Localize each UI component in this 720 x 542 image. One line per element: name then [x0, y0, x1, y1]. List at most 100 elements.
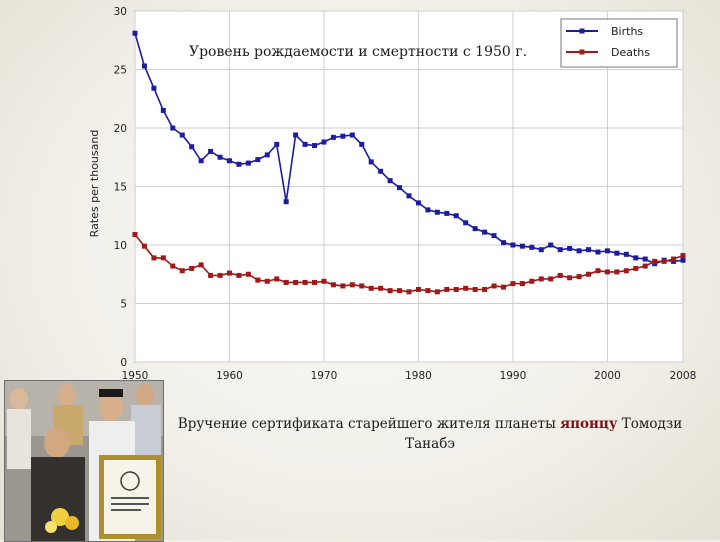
data-point-births — [293, 132, 299, 138]
data-point-births — [614, 250, 620, 256]
data-point-deaths — [604, 269, 610, 275]
data-point-deaths — [141, 243, 147, 249]
legend-box — [560, 18, 678, 68]
data-point-births — [179, 132, 185, 138]
data-point-births — [548, 242, 554, 248]
data-point-deaths — [349, 282, 355, 288]
data-point-births — [312, 143, 318, 149]
y-tick-label: 30 — [114, 6, 127, 18]
data-point-deaths — [302, 279, 308, 285]
data-point-births — [302, 141, 308, 147]
data-point-births — [132, 30, 138, 36]
data-point-births — [406, 193, 412, 199]
data-point-births — [198, 158, 204, 164]
data-point-births — [642, 256, 648, 262]
data-point-births — [529, 244, 535, 250]
data-point-deaths — [151, 255, 157, 261]
data-point-deaths — [312, 279, 318, 285]
data-point-births — [217, 154, 223, 160]
data-point-births — [680, 257, 686, 263]
data-point-deaths — [633, 265, 639, 271]
caption-text: Вручение сертификата старейшего жителя п… — [177, 416, 561, 432]
data-point-deaths — [226, 270, 232, 276]
data-point-births — [415, 200, 421, 206]
data-point-deaths — [510, 281, 516, 287]
data-point-deaths — [283, 279, 289, 285]
data-point-deaths — [661, 258, 667, 264]
data-point-deaths — [330, 282, 336, 288]
data-point-deaths — [434, 289, 440, 295]
data-point-deaths — [132, 231, 138, 237]
chart-grid — [134, 10, 684, 363]
data-point-deaths — [567, 275, 573, 281]
data-point-deaths — [293, 279, 299, 285]
chart-ticks: 0 5 10 15 20 25 30 1950 1960 1970 1980 1990 2000 2008 — [114, 6, 697, 382]
data-point-deaths — [586, 271, 592, 277]
data-point-deaths — [378, 285, 384, 291]
data-point-deaths — [425, 288, 431, 294]
data-point-births — [444, 210, 450, 216]
data-point-births — [349, 132, 355, 138]
data-point-births — [226, 158, 232, 164]
data-point-deaths — [179, 268, 185, 274]
data-point-deaths — [482, 286, 488, 292]
data-point-births — [482, 229, 488, 235]
data-point-births — [378, 168, 384, 174]
data-point-deaths — [576, 274, 582, 280]
data-point-births — [586, 247, 592, 253]
y-tick-label: 10 — [114, 240, 127, 252]
data-point-deaths — [519, 281, 525, 287]
y-tick-label: 15 — [114, 182, 127, 194]
data-point-deaths — [680, 253, 686, 259]
data-point-deaths — [529, 278, 535, 284]
data-point-births — [255, 157, 261, 163]
data-point-deaths — [189, 265, 195, 271]
data-point-births — [463, 220, 469, 226]
x-tick-label: 2008 — [670, 370, 697, 382]
data-point-deaths — [208, 272, 214, 278]
data-point-deaths — [472, 286, 478, 292]
data-point-births — [340, 133, 346, 139]
data-point-deaths — [595, 268, 601, 274]
data-point-deaths — [491, 283, 497, 289]
legend-label-deaths: Deaths — [611, 46, 650, 59]
data-point-births — [519, 243, 525, 249]
photo-caption: Вручение сертификата старейшего жителя п… — [168, 414, 692, 454]
birth-death-chart: 0 5 10 15 20 25 30 1950 1960 1970 1980 1990 2000 2008… — [88, 6, 697, 382]
data-point-deaths — [217, 272, 223, 278]
data-point-deaths — [500, 284, 506, 290]
data-point-births — [208, 148, 214, 154]
data-point-deaths — [415, 286, 421, 292]
y-tick-label: 20 — [114, 123, 127, 135]
data-point-deaths — [236, 272, 242, 278]
data-point-births — [434, 209, 440, 215]
data-point-births — [283, 199, 289, 205]
legend-marker-deaths — [579, 49, 585, 55]
data-point-births — [576, 248, 582, 254]
caption-highlight: японцу — [560, 416, 618, 432]
data-point-deaths — [406, 289, 412, 295]
x-tick-label: 1980 — [405, 370, 432, 382]
data-point-births — [359, 141, 365, 147]
data-point-births — [160, 107, 166, 113]
data-point-deaths — [245, 271, 251, 277]
data-point-deaths — [321, 278, 327, 284]
data-point-deaths — [538, 276, 544, 282]
data-point-deaths — [557, 272, 563, 278]
x-tick-label: 1950 — [122, 370, 149, 382]
data-point-deaths — [463, 285, 469, 291]
y-tick-label: 0 — [120, 357, 127, 369]
data-point-births — [472, 226, 478, 232]
data-point-births — [633, 255, 639, 261]
chart-legend: Births Deaths — [560, 18, 678, 68]
y-tick-label: 25 — [114, 65, 127, 77]
caption-text-end: Томодзи Танабэ — [405, 416, 683, 452]
data-point-births — [510, 242, 516, 248]
chart-series — [132, 30, 686, 295]
data-point-deaths — [170, 263, 176, 269]
data-point-deaths — [642, 263, 648, 269]
data-point-births — [425, 207, 431, 213]
data-point-births — [538, 247, 544, 253]
data-point-deaths — [264, 278, 270, 284]
data-point-births — [500, 240, 506, 246]
